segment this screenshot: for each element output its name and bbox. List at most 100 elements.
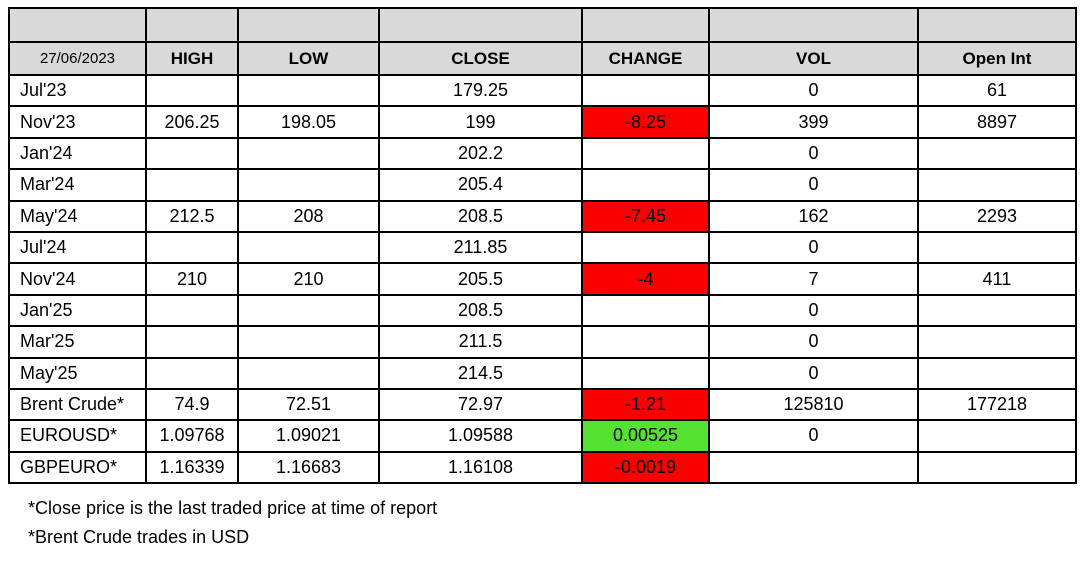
column-header-change: CHANGE [581, 41, 710, 76]
high-cell: 74.9 [145, 387, 239, 422]
low-cell: 1.16683 [237, 450, 380, 485]
vol-cell: 0 [708, 136, 919, 171]
high-cell: 210 [145, 262, 239, 296]
low-cell: 208 [237, 199, 380, 233]
contract-label-cell: EUROUSD* [8, 419, 147, 453]
spacer-cell [581, 7, 710, 43]
close-cell: 202.2 [378, 136, 583, 171]
open-int-cell [917, 450, 1077, 485]
table-row: GBPEURO* 1.16339 1.16683 1.16108 -0.0019 [8, 450, 1077, 485]
spacer-cell [145, 7, 239, 43]
change-cell [581, 230, 710, 265]
high-cell: 212.5 [145, 199, 239, 233]
table-row: May'25 214.5 0 [8, 356, 1077, 390]
change-cell: -4 [581, 262, 710, 296]
open-int-cell [917, 168, 1077, 202]
contract-label-cell: Nov'24 [8, 262, 147, 296]
change-cell: -7.45 [581, 199, 710, 233]
close-cell: 208.5 [378, 293, 583, 328]
low-cell [237, 230, 380, 265]
close-cell: 211.5 [378, 325, 583, 359]
high-cell [145, 136, 239, 171]
vol-cell: 0 [708, 230, 919, 265]
vol-cell: 0 [708, 73, 919, 108]
vol-cell: 0 [708, 419, 919, 453]
table-body: Jul'23 179.25 0 61 Nov'23 206.25 198.05 199 -8.2… [8, 73, 1077, 485]
contract-label-cell: GBPEURO* [8, 450, 147, 485]
change-cell [581, 356, 710, 390]
low-cell [237, 136, 380, 171]
contract-label-cell: May'25 [8, 356, 147, 390]
open-int-cell [917, 293, 1077, 328]
table-row: EUROUSD* 1.09768 1.09021 1.09588 0.00525 0 [8, 419, 1077, 453]
low-cell: 198.05 [237, 105, 380, 139]
open-int-cell [917, 356, 1077, 390]
change-cell: -1.21 [581, 387, 710, 422]
close-cell: 214.5 [378, 356, 583, 390]
report-page: 27/06/2023 HIGH LOW CLOSE CHANGE VOL Ope… [8, 7, 1081, 552]
footnote-close-price: *Close price is the last traded price at… [28, 498, 438, 519]
vol-cell: 399 [708, 105, 919, 139]
low-cell: 210 [237, 262, 380, 296]
high-cell [145, 356, 239, 390]
open-int-cell [917, 419, 1077, 453]
high-cell: 1.16339 [145, 450, 239, 485]
column-header-high: HIGH [145, 41, 239, 76]
change-cell [581, 293, 710, 328]
contract-label-cell: Jul'24 [8, 230, 147, 265]
open-int-cell [917, 325, 1077, 359]
open-int-cell [917, 136, 1077, 171]
high-cell [145, 325, 239, 359]
table-row: Mar'25 211.5 0 [8, 325, 1077, 359]
high-cell [145, 73, 239, 108]
change-cell [581, 168, 710, 202]
footnotes: *Close price is the last traded price at… [28, 494, 1081, 552]
change-cell: -8.25 [581, 105, 710, 139]
low-cell: 1.09021 [237, 419, 380, 453]
change-cell [581, 325, 710, 359]
table-row: Jul'24 211.85 0 [8, 230, 1077, 265]
close-cell: 208.5 [378, 199, 583, 233]
contract-label-cell: Jan'25 [8, 293, 147, 328]
vol-cell: 0 [708, 293, 919, 328]
column-header-open-int: Open Int [917, 41, 1077, 76]
close-cell: 211.85 [378, 230, 583, 265]
table-row: Jan'24 202.2 0 [8, 136, 1077, 171]
low-cell [237, 293, 380, 328]
footnote-brent-usd: *Brent Crude trades in USD [28, 527, 250, 548]
high-cell [145, 293, 239, 328]
table-header-row: 27/06/2023 HIGH LOW CLOSE CHANGE VOL Ope… [8, 41, 1077, 76]
contract-label-cell: Nov'23 [8, 105, 147, 139]
low-cell [237, 356, 380, 390]
high-cell: 1.09768 [145, 419, 239, 453]
table-row: Brent Crude* 74.9 72.51 72.97 -1.21 125810 177… [8, 387, 1077, 422]
contract-label-cell: Brent Crude* [8, 387, 147, 422]
table-row: Mar'24 205.4 0 [8, 168, 1077, 202]
column-header-close: CLOSE [378, 41, 583, 76]
spacer-cell [708, 7, 919, 43]
low-cell [237, 168, 380, 202]
futures-price-table: 27/06/2023 HIGH LOW CLOSE CHANGE VOL Ope… [8, 7, 1077, 485]
open-int-cell: 411 [917, 262, 1077, 296]
low-cell: 72.51 [237, 387, 380, 422]
table-row: May'24 212.5 208 208.5 -7.45 162 2293 [8, 199, 1077, 233]
high-cell: 206.25 [145, 105, 239, 139]
vol-cell: 0 [708, 356, 919, 390]
high-cell [145, 230, 239, 265]
vol-cell: 125810 [708, 387, 919, 422]
close-cell: 179.25 [378, 73, 583, 108]
table-row: Nov'24 210 210 205.5 -4 7 411 [8, 262, 1077, 296]
open-int-cell: 61 [917, 73, 1077, 108]
change-cell: 0.00525 [581, 419, 710, 453]
open-int-cell [917, 230, 1077, 265]
spacer-cell [237, 7, 380, 43]
table-spacer-row [8, 7, 1077, 43]
vol-cell: 7 [708, 262, 919, 296]
table-row: Jan'25 208.5 0 [8, 293, 1077, 328]
close-cell: 1.16108 [378, 450, 583, 485]
close-cell: 1.09588 [378, 419, 583, 453]
contract-label-cell: May'24 [8, 199, 147, 233]
contract-label-cell: Mar'24 [8, 168, 147, 202]
spacer-cell [8, 7, 147, 43]
spacer-cell [917, 7, 1077, 43]
